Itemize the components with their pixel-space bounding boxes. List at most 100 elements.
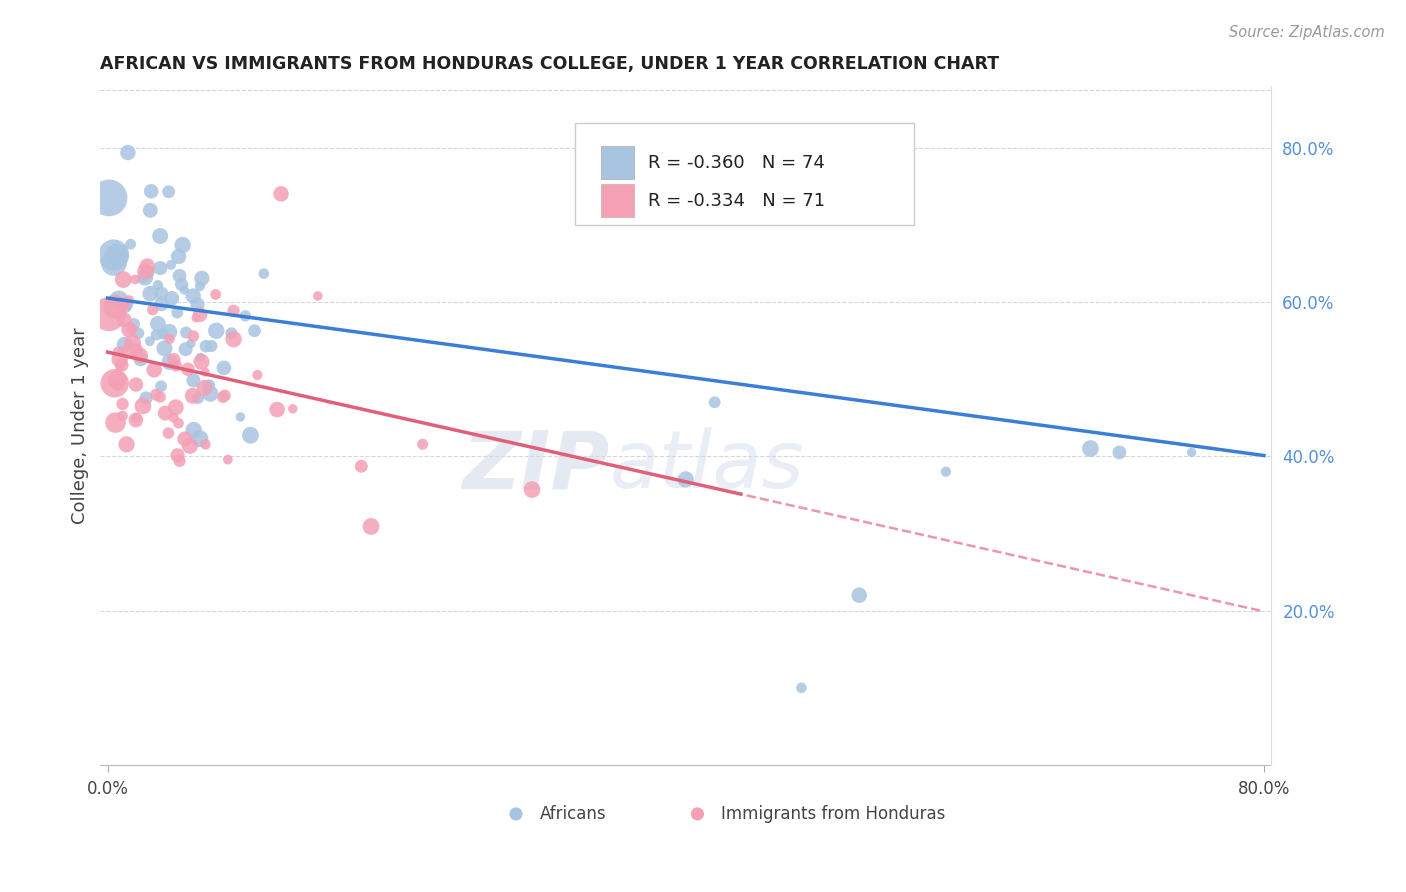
Point: [198, 378, 221, 392]
Point: [169, 268, 191, 283]
Point: [167, 416, 190, 430]
Point: [108, 352, 131, 367]
Point: [103, 248, 125, 262]
Point: [121, 335, 143, 350]
Point: [114, 337, 136, 351]
Point: [190, 355, 212, 369]
Point: [107, 344, 129, 359]
Text: R = -0.360   N = 74: R = -0.360 N = 74: [648, 153, 825, 171]
Point: [118, 293, 141, 308]
Point: [125, 377, 148, 392]
Point: [153, 342, 176, 356]
Text: R = -0.334   N = 71: R = -0.334 N = 71: [648, 192, 825, 210]
FancyBboxPatch shape: [575, 123, 914, 225]
Point: [217, 452, 239, 467]
Point: [1108, 445, 1130, 459]
Point: [188, 432, 211, 446]
Point: [350, 459, 373, 474]
Point: [139, 286, 162, 301]
Point: [127, 343, 149, 358]
Point: [149, 390, 172, 404]
Point: [675, 472, 697, 486]
Point: [132, 399, 155, 413]
Point: [141, 184, 163, 198]
Point: [222, 303, 245, 318]
Point: [159, 355, 181, 369]
Point: [266, 402, 288, 417]
Point: [181, 289, 204, 303]
Point: [157, 325, 180, 339]
Point: [183, 423, 205, 437]
Point: [124, 272, 146, 286]
Point: [204, 287, 226, 301]
Point: [170, 277, 193, 292]
FancyBboxPatch shape: [602, 146, 634, 179]
Point: [179, 439, 201, 453]
Point: [104, 300, 127, 314]
Point: [150, 379, 173, 393]
Point: [270, 186, 292, 201]
Point: [246, 368, 269, 382]
Point: [125, 413, 148, 427]
Point: [136, 265, 159, 279]
Point: [112, 272, 135, 286]
FancyBboxPatch shape: [602, 185, 634, 217]
Point: [200, 386, 222, 401]
Point: [157, 425, 180, 440]
Point: [98, 307, 121, 321]
Point: [163, 352, 186, 367]
Point: [412, 437, 434, 451]
Point: [239, 428, 262, 442]
Point: [135, 391, 157, 405]
Point: [108, 359, 131, 374]
Point: [122, 317, 145, 331]
Point: [233, 309, 256, 323]
Point: [520, 483, 543, 497]
Point: [194, 437, 217, 451]
Point: [159, 332, 181, 346]
Point: [150, 297, 173, 311]
Point: [360, 519, 382, 533]
Point: [139, 334, 162, 348]
Point: [165, 401, 187, 415]
Point: [117, 145, 139, 160]
Point: [120, 237, 142, 252]
Point: [212, 390, 235, 404]
Point: [112, 298, 135, 312]
Point: [111, 358, 134, 372]
Point: [112, 313, 135, 327]
Point: [103, 256, 125, 270]
Point: [214, 388, 236, 402]
Point: [129, 352, 152, 367]
Point: [173, 432, 195, 446]
Point: [194, 381, 217, 395]
Point: [146, 317, 169, 331]
Point: [143, 363, 166, 377]
Text: Africans: Africans: [540, 805, 606, 823]
Point: [132, 271, 155, 285]
Point: [229, 409, 252, 424]
Point: [188, 279, 211, 293]
Point: [165, 359, 187, 373]
Point: [181, 329, 204, 343]
Point: [281, 401, 304, 416]
Point: [187, 391, 209, 405]
Point: [174, 326, 197, 340]
Point: [142, 302, 165, 317]
Point: [107, 293, 129, 308]
Point: [169, 454, 191, 468]
Point: [184, 310, 207, 325]
Point: [190, 351, 212, 365]
Point: [173, 283, 195, 297]
Point: [205, 324, 228, 338]
Point: [935, 465, 957, 479]
Point: [98, 191, 121, 205]
Point: [181, 389, 204, 403]
Point: [221, 326, 243, 341]
Point: [149, 261, 172, 276]
Point: [167, 250, 190, 264]
Point: [139, 203, 162, 218]
Point: [134, 264, 156, 278]
Point: [848, 588, 870, 602]
Point: [115, 437, 138, 451]
